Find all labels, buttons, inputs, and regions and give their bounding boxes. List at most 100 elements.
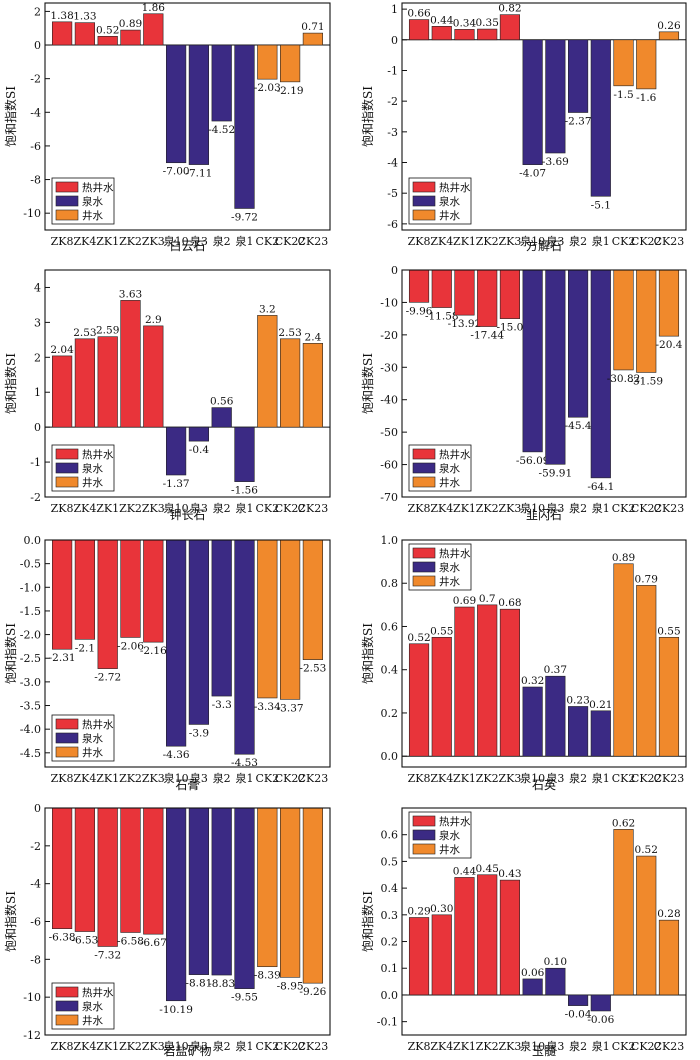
x-tick-label: ZK2 [119,502,142,515]
data-label: 0.89 [612,552,635,564]
bar [545,39,566,154]
x-tick-label: ZK3 [498,502,521,515]
bar [143,539,164,643]
y-tick-label: -6 [387,218,398,231]
y-tick-label: -2 [387,95,398,108]
data-label: 0.44 [430,14,454,26]
data-label: 0.52 [96,24,119,36]
x-tick-label: ZK1 [96,235,119,248]
y-tick-label: 0 [34,802,41,815]
bar [522,686,543,757]
plot-frame [401,807,687,1036]
legend-label: 泉水 [439,561,460,574]
y-tick-label: -3.5 [20,700,41,713]
bar [477,874,498,996]
x-tick-label: 泉2 [569,1039,587,1053]
legend-label: 泉水 [82,462,103,475]
data-label: 0.62 [612,817,635,829]
y-tick-label: -2 [30,491,41,504]
x-tick-label: 泉1 [236,1039,254,1053]
data-label: 0.79 [635,573,658,585]
x-tick-label: ZK2 [476,235,499,248]
data-label: -31.59 [629,375,663,387]
y-tick-label: -4.5 [20,747,41,760]
y-tick-label: -4.0 [20,723,41,736]
data-label: -2.72 [94,672,121,684]
chart-panel-3: 4 3 2 1 0 -1 -2 2.04 ZK8 2.53 ZK4 2.59 ZK1 3.63 ZK2 2.9… [3,269,331,522]
legend-label: 泉水 [439,195,460,208]
bar [613,563,634,757]
data-label: -56.09 [516,455,550,467]
data-label: 2.53 [278,327,301,339]
bar [188,807,210,975]
x-axis-label: 石英 [532,778,556,792]
x-tick-label: ZK1 [96,502,119,515]
bar [477,269,498,327]
bar [658,919,680,996]
y-axis-label: 饱和指数SI [3,623,18,684]
data-label: 0.45 [476,863,499,875]
x-tick-label: CK22 [631,235,662,248]
data-label: -3.3 [212,699,232,711]
bar [431,636,452,757]
x-tick-label: ZK4 [73,502,96,515]
x-tick-label: ZK2 [119,235,142,248]
legend-swatch [55,195,79,207]
bar [257,807,278,968]
x-tick-label: 泉3 [190,1039,208,1053]
x-tick-label: CK22 [275,1040,306,1053]
x-tick-label: 泉3 [190,771,208,785]
bar [165,807,187,1002]
data-label: -2.37 [565,116,592,128]
data-label: -2.53 [299,663,326,675]
y-tick-label: -1 [387,64,398,77]
data-label: -8.83 [208,978,235,990]
bar [279,44,301,83]
bar [211,807,232,976]
legend-label: 热井水 [439,181,471,194]
data-label: -13.92 [448,318,482,330]
x-tick-label: 泉1 [592,771,610,785]
bar [120,539,141,638]
x-axis-label: 玉髓 [532,1044,556,1058]
bar [234,539,255,755]
x-tick-label: CK23 [654,1040,685,1053]
bar [51,807,73,929]
bar [211,44,232,122]
legend-swatch [412,575,436,587]
data-label: 0.66 [407,8,431,20]
y-tick-label: 0 [34,421,41,434]
legend-swatch [412,448,436,460]
x-tick-label: ZK3 [498,772,521,785]
data-label: 1.33 [73,11,96,23]
legend-swatch [412,462,436,474]
bar [408,19,430,41]
legend-swatch [55,209,79,221]
data-label: -6.58 [117,935,144,947]
y-tick-label: -20 [380,329,398,342]
bar [302,343,324,428]
x-tick-label: ZK8 [51,772,74,785]
legend-label: 热井水 [82,986,114,999]
data-label: -3.37 [277,702,304,714]
x-tick-label: 泉1 [236,234,254,248]
bar [568,706,589,757]
data-label: -9.96 [406,305,433,317]
bar [143,13,164,46]
data-label: -2.1 [75,642,95,654]
bar [568,269,589,418]
bar [97,336,118,428]
bar [257,315,278,428]
data-label: 0.52 [635,844,658,856]
x-tick-label: ZK3 [498,235,521,248]
data-label: -15.0 [496,322,523,334]
x-tick-label: ZK8 [51,1040,74,1053]
data-label: -0.06 [587,1014,614,1026]
bar [74,807,96,932]
bar [568,994,589,1006]
y-tick-label: 1.0 [381,534,399,547]
bar [279,338,301,428]
x-tick-label: ZK1 [96,772,119,785]
y-tick-label: -10 [380,296,398,309]
x-tick-label: 泉1 [236,771,254,785]
